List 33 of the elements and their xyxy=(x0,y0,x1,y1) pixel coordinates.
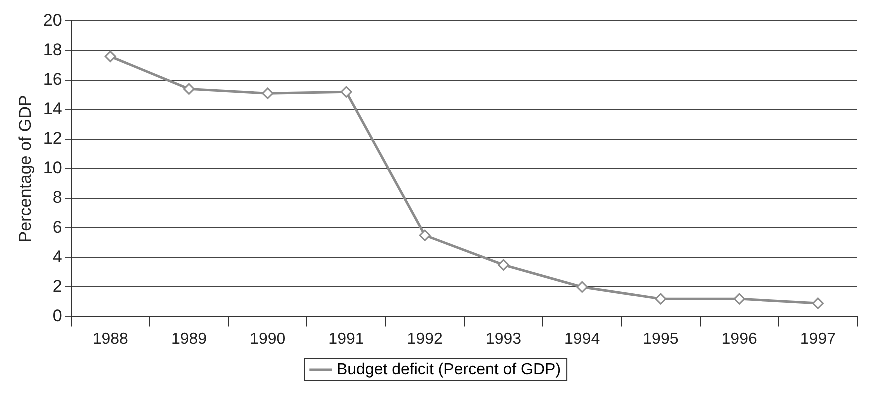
y-tick-label: 8 xyxy=(52,188,62,208)
x-tick-label: 1988 xyxy=(92,330,129,348)
x-tick-label: 1991 xyxy=(328,330,364,348)
y-tick-label: 12 xyxy=(43,129,62,148)
point xyxy=(734,293,746,305)
point xyxy=(183,83,195,95)
y-tick-label: 16 xyxy=(43,70,62,90)
y-tick-label: 20 xyxy=(43,10,62,30)
y-tick-label: 4 xyxy=(52,247,62,266)
point xyxy=(262,88,274,100)
x-tick-label: 1993 xyxy=(486,330,522,348)
x-tick-label: 1996 xyxy=(722,330,758,348)
point xyxy=(498,259,510,271)
point xyxy=(104,50,116,62)
y-tick-label: 18 xyxy=(43,40,62,60)
x-tick-label: 1995 xyxy=(643,330,679,348)
y-tick-label: 14 xyxy=(43,100,62,119)
x-tick-label: 1990 xyxy=(250,330,286,348)
legend-label: Budget deficit (Percent of GDP) xyxy=(336,361,562,378)
y-tick-label: 10 xyxy=(43,158,62,178)
y-axis-title: Percentage of GDP xyxy=(16,95,35,243)
x-tick-label: 1994 xyxy=(564,330,600,348)
point xyxy=(419,230,431,242)
point xyxy=(655,293,667,305)
y-tick-label: 6 xyxy=(52,218,62,237)
x-tick-label: 1997 xyxy=(800,330,836,348)
x-tick-label: 1989 xyxy=(171,330,208,348)
y-tick-label: 0 xyxy=(52,306,62,326)
y-tick-label: 2 xyxy=(52,276,62,296)
x-tick-label: 1992 xyxy=(407,330,443,348)
point xyxy=(340,86,352,98)
point xyxy=(576,281,588,293)
point xyxy=(812,298,824,310)
